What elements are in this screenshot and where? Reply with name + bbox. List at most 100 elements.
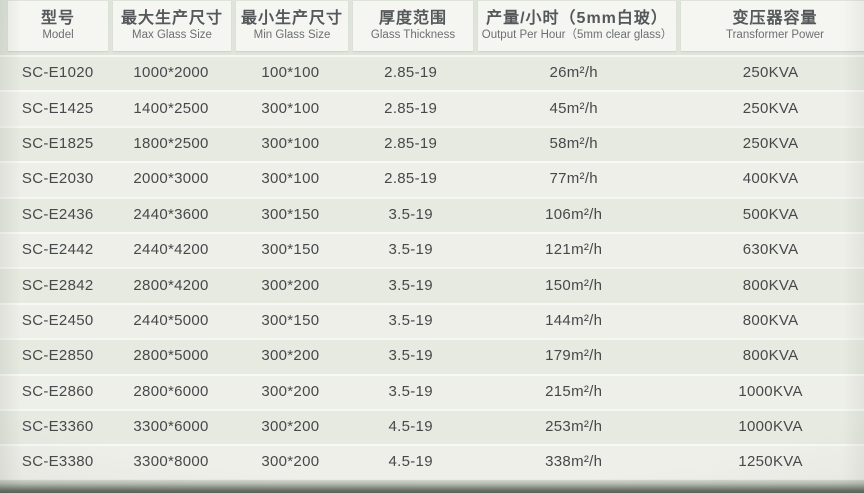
cell-output-per-hour: 77m²/h — [549, 170, 598, 188]
cell-model: SC-E2842 — [21, 276, 94, 294]
header-model-en: Model — [42, 29, 74, 41]
cell-min-glass-size: 300*200 — [261, 276, 320, 294]
cell-model: SC-E2850 — [21, 347, 94, 365]
header-model-zh: 型号 — [40, 10, 75, 27]
table-row: SC-E3360 3300*6000 300*200 4.5-19 253m²/h 100… — [0, 408, 864, 445]
cell-min-glass-size: 300*200 — [261, 418, 320, 436]
cell-model: SC-E3380 — [21, 453, 94, 471]
header-glass-thickness-zh: 厚度范围 — [378, 10, 447, 27]
cell-output-per-hour: 144m²/h — [545, 311, 603, 329]
cell-output-per-hour: 150m²/h — [545, 276, 603, 294]
cell-glass-thickness: 4.5-19 — [388, 453, 433, 471]
cell-transformer-power: 250KVA — [742, 99, 799, 117]
table-row: SC-E1425 1400*2500 300*100 2.85-19 45m²/h 250… — [0, 90, 864, 126]
cell-max-glass-size: 3300*6000 — [133, 418, 209, 436]
cell-glass-thickness: 3.5-19 — [388, 241, 433, 259]
cell-output-per-hour: 45m²/h — [549, 99, 598, 117]
cell-min-glass-size: 300*150 — [261, 241, 320, 259]
cell-min-glass-size: 300*100 — [261, 170, 320, 188]
table-row: SC-E2442 2440*4200 300*150 3.5-19 121m²/h 630… — [0, 231, 864, 268]
header-model: 型号 Model — [8, 1, 108, 51]
cell-model: SC-E1425 — [21, 99, 94, 117]
table-body: SC-E1020 1000*2000 100*100 2.85-19 26m²/h 250… — [0, 55, 864, 480]
cell-model: SC-E2860 — [21, 382, 94, 400]
cell-min-glass-size: 300*200 — [261, 347, 320, 365]
cell-max-glass-size: 2800*4200 — [133, 276, 209, 294]
cell-transformer-power: 250KVA — [742, 134, 799, 152]
cell-output-per-hour: 215m²/h — [545, 382, 603, 400]
cell-glass-thickness: 2.85-19 — [384, 170, 438, 188]
table-row: SC-E1825 1800*2500 300*100 2.85-19 58m²/h 250… — [0, 125, 864, 162]
table-row: SC-E2450 2440*5000 300*150 3.5-19 144m²/h 800… — [0, 302, 864, 339]
header-max-glass-size-zh: 最大生产尺寸 — [120, 10, 223, 27]
header-glass-thickness-en: Glass Thickness — [370, 29, 456, 41]
cell-transformer-power: 800KVA — [742, 347, 799, 365]
cell-output-per-hour: 179m²/h — [545, 347, 603, 365]
cell-transformer-power: 800KVA — [742, 311, 799, 329]
cell-glass-thickness: 2.85-19 — [384, 99, 438, 117]
cell-min-glass-size: 300*100 — [261, 99, 320, 117]
cell-glass-thickness: 4.5-19 — [388, 418, 433, 436]
cell-glass-thickness: 3.5-19 — [388, 276, 433, 294]
cell-transformer-power: 500KVA — [742, 205, 799, 223]
cell-model: SC-E2436 — [21, 205, 94, 223]
cell-output-per-hour: 121m²/h — [545, 241, 603, 259]
cell-glass-thickness: 3.5-19 — [388, 311, 433, 329]
cell-min-glass-size: 300*150 — [261, 311, 320, 329]
header-glass-thickness: 厚度范围 Glass Thickness — [353, 1, 473, 51]
cell-max-glass-size: 2440*3600 — [133, 205, 209, 223]
cell-min-glass-size: 300*200 — [261, 453, 320, 471]
header-output-per-hour-en: Output Per Hour（5mm clear glass） — [481, 29, 673, 41]
cell-max-glass-size: 1000*2000 — [133, 64, 209, 82]
cell-output-per-hour: 338m²/h — [545, 453, 603, 471]
table-row: SC-E3380 3300*8000 300*200 4.5-19 338m²/h 125… — [0, 444, 864, 480]
cell-min-glass-size: 300*100 — [261, 134, 320, 152]
table-row: SC-E2860 2800*6000 300*200 3.5-19 215m²/h 100… — [0, 373, 864, 409]
cell-model: SC-E2450 — [21, 311, 94, 329]
table-row: SC-E1020 1000*2000 100*100 2.85-19 26m²/h 250… — [0, 55, 864, 91]
cell-output-per-hour: 58m²/h — [549, 134, 598, 152]
header-transformer-power: 变压器容量 Transformer Power — [681, 1, 864, 51]
cell-transformer-power: 630KVA — [742, 241, 799, 259]
cell-max-glass-size: 3300*8000 — [133, 453, 209, 471]
cell-max-glass-size: 2800*5000 — [133, 347, 209, 365]
header-transformer-power-zh: 变压器容量 — [732, 10, 818, 27]
cell-glass-thickness: 2.85-19 — [384, 134, 438, 152]
cell-output-per-hour: 106m²/h — [545, 205, 603, 223]
cell-transformer-power: 1250KVA — [738, 453, 803, 471]
cell-transformer-power: 400KVA — [742, 170, 799, 188]
cell-max-glass-size: 2440*5000 — [133, 311, 209, 329]
cell-max-glass-size: 1400*2500 — [133, 99, 209, 117]
cell-output-per-hour: 26m²/h — [549, 64, 598, 82]
cell-max-glass-size: 2440*4200 — [133, 241, 209, 259]
cell-max-glass-size: 1800*2500 — [133, 134, 209, 152]
photo-bottom-edge — [0, 479, 864, 493]
cell-glass-thickness: 2.85-19 — [384, 64, 438, 82]
cell-model: SC-E1825 — [21, 134, 94, 152]
cell-transformer-power: 1000KVA — [738, 418, 803, 436]
header-output-per-hour: 产量/小时（5mm白玻） Output Per Hour（5mm clear g… — [478, 1, 676, 51]
header-output-per-hour-zh: 产量/小时（5mm白玻） — [486, 10, 668, 27]
cell-output-per-hour: 253m²/h — [545, 418, 603, 436]
cell-min-glass-size: 300*150 — [261, 205, 320, 223]
cell-model: SC-E1020 — [21, 64, 94, 82]
cell-min-glass-size: 300*200 — [261, 382, 320, 400]
table-row: SC-E2842 2800*4200 300*200 3.5-19 150m²/h 800… — [0, 267, 864, 303]
cell-transformer-power: 800KVA — [742, 276, 799, 294]
cell-max-glass-size: 2800*6000 — [133, 382, 209, 400]
cell-transformer-power: 250KVA — [742, 64, 799, 82]
header-min-glass-size: 最小生产尺寸 Min Glass Size — [236, 1, 348, 51]
header-max-glass-size-en: Max Glass Size — [132, 29, 212, 41]
cell-min-glass-size: 100*100 — [261, 64, 320, 82]
cell-glass-thickness: 3.5-19 — [388, 205, 433, 223]
cell-model: SC-E3360 — [21, 418, 94, 436]
cell-max-glass-size: 2000*3000 — [133, 170, 209, 188]
table-header: 型号 Model 最大生产尺寸 Max Glass Size 最小生产尺寸 Mi… — [8, 1, 864, 51]
cell-model: SC-E2030 — [21, 170, 94, 188]
cell-model: SC-E2442 — [21, 241, 94, 259]
table-row: SC-E2030 2000*3000 300*100 2.85-19 77m²/h 400… — [0, 161, 864, 197]
table-row: SC-E2436 2440*3600 300*150 3.5-19 106m²/h 500… — [0, 196, 864, 232]
cell-glass-thickness: 3.5-19 — [388, 382, 433, 400]
header-min-glass-size-zh: 最小生产尺寸 — [240, 10, 343, 27]
cell-transformer-power: 1000KVA — [738, 382, 803, 400]
